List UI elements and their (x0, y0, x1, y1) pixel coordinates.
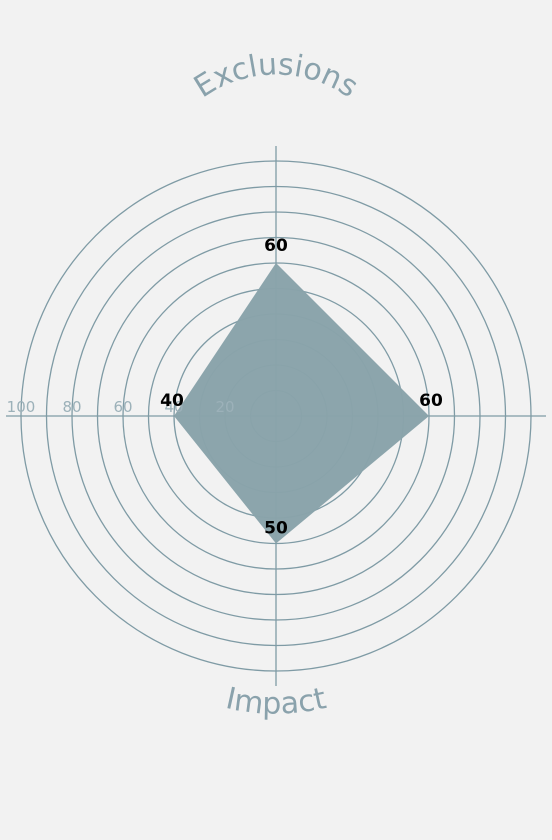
axis-title-bottom-text: Impact (223, 681, 330, 722)
data-labels: 60 60 50 40 (160, 236, 443, 539)
axis-title-bottom: Impact (223, 681, 330, 722)
tick-label: 40 (164, 398, 183, 416)
data-label: 60 (264, 236, 288, 256)
data-area (174, 263, 429, 544)
axis-title-top-text: Exclusions (188, 47, 364, 105)
tick-label: 100 (7, 398, 36, 416)
data-area-group (174, 263, 429, 544)
tick-labels: 20 40 60 80 100 (7, 398, 235, 416)
tick-label: 80 (62, 398, 81, 416)
tick-label: 20 (215, 398, 234, 416)
data-label: 40 (160, 391, 184, 411)
tick-label: 60 (113, 398, 132, 416)
data-label: 60 (419, 391, 443, 411)
axis-title-top: Exclusions (188, 47, 364, 105)
data-label: 50 (264, 519, 288, 539)
